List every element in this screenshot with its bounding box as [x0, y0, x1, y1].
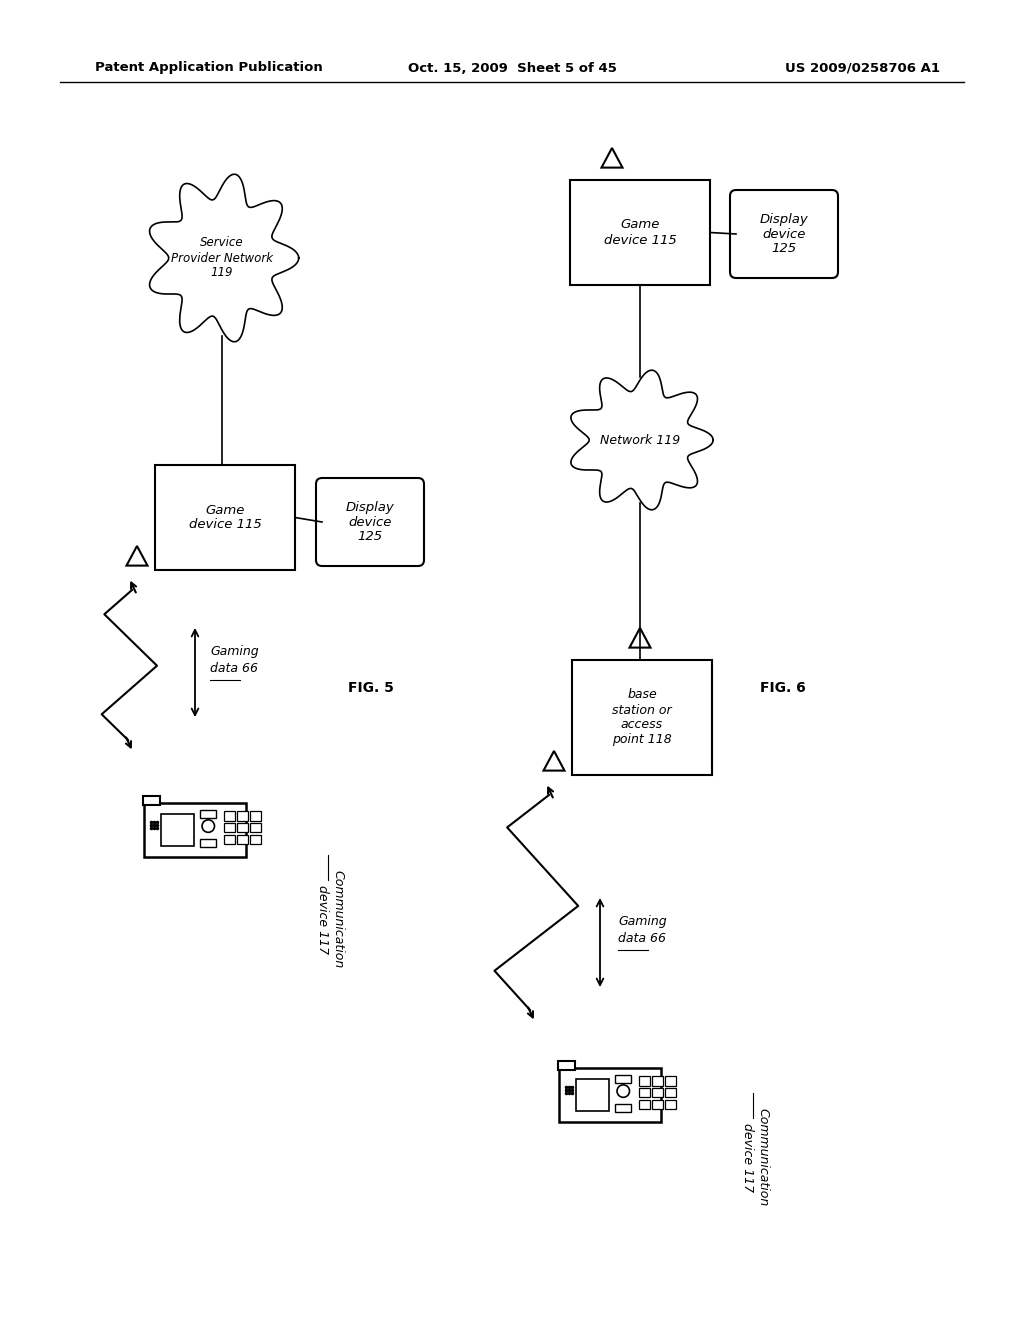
Text: FIG. 5: FIG. 5 [348, 681, 394, 696]
Bar [570, 180, 710, 285]
Bar [558, 1061, 574, 1071]
Text: US 2009/0258706 A1: US 2009/0258706 A1 [785, 62, 940, 74]
Bar [142, 796, 160, 805]
Bar [639, 1088, 650, 1097]
Text: Patent Application Publication: Patent Application Publication [95, 62, 323, 74]
Bar [666, 1100, 676, 1109]
Bar [155, 465, 295, 570]
Text: Network 119: Network 119 [600, 433, 680, 446]
Bar [251, 834, 261, 843]
FancyBboxPatch shape [316, 478, 424, 566]
Text: Service
Provider Network
119: Service Provider Network 119 [171, 236, 273, 280]
Text: Communication
device 117: Communication device 117 [741, 1107, 769, 1206]
Text: FIG. 6: FIG. 6 [760, 681, 806, 696]
FancyBboxPatch shape [730, 190, 838, 279]
Text: Game
device 115: Game device 115 [188, 503, 261, 532]
Text: Gaming
data 66: Gaming data 66 [618, 915, 667, 945]
Bar [251, 812, 261, 821]
Bar [639, 1076, 650, 1085]
Bar [224, 834, 234, 843]
Text: Game
device 115: Game device 115 [603, 219, 677, 247]
Bar [162, 813, 195, 846]
Bar [652, 1100, 663, 1109]
Bar [238, 812, 248, 821]
Bar [615, 1074, 631, 1082]
Text: Display
device
125: Display device 125 [346, 500, 394, 544]
Bar [572, 660, 712, 775]
Bar [666, 1076, 676, 1085]
Bar [238, 822, 248, 833]
Text: Gaming
data 66: Gaming data 66 [210, 644, 259, 676]
Polygon shape [571, 370, 713, 510]
Bar [652, 1088, 663, 1097]
Bar [251, 822, 261, 833]
Bar [201, 809, 216, 817]
Bar [666, 1088, 676, 1097]
Bar [224, 822, 234, 833]
Bar [201, 840, 216, 847]
Bar [577, 1078, 609, 1111]
Bar [559, 1068, 660, 1122]
Bar [639, 1100, 650, 1109]
Bar [652, 1076, 663, 1085]
Text: Display
device
125: Display device 125 [760, 213, 808, 256]
Bar [144, 804, 246, 857]
Text: base
station or
access
point 118: base station or access point 118 [612, 689, 672, 747]
Text: Oct. 15, 2009  Sheet 5 of 45: Oct. 15, 2009 Sheet 5 of 45 [408, 62, 616, 74]
Bar [615, 1105, 631, 1113]
Text: Communication
device 117: Communication device 117 [316, 870, 344, 969]
Bar [238, 834, 248, 843]
Polygon shape [150, 174, 299, 342]
Bar [224, 812, 234, 821]
